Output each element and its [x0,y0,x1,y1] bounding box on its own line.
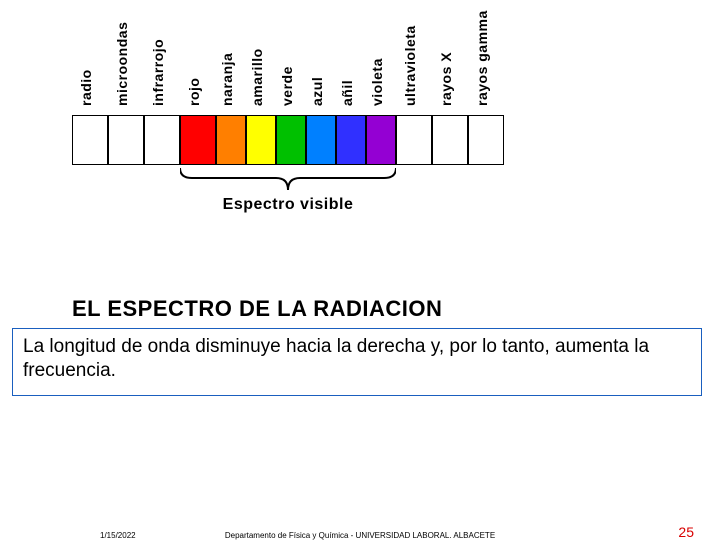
footer-department: Departamento de Física y Química - UNIVE… [225,531,495,540]
band-rojo [180,115,216,165]
explanation-box: La longitud de onda disminuye hacia la d… [12,328,702,396]
explanation-text: La longitud de onda disminuye hacia la d… [23,336,649,381]
band-label-rojo: rojo [186,78,202,106]
band-verde [276,115,306,165]
brace-caption-wrap: Espectro visible [180,196,396,214]
band-label-infrarrojo: infrarrojo [150,39,166,106]
band-label-ultravioleta: ultravioleta [402,25,418,106]
slide-footer: 1/15/2022 Departamento de Física y Quími… [0,520,720,540]
brace-icon [180,168,396,192]
band-label-verde: verde [279,66,295,106]
band-label-microondas: microondas [114,22,130,106]
band-añil [336,115,366,165]
band-violeta [366,115,396,165]
band-label-añil: añil [339,80,355,106]
band-label-radio: radio [78,69,94,106]
spectrum-diagram: radio microondas infrarrojo rojo naranja amar… [72,10,632,290]
band-naranja [216,115,246,165]
band-label-azul: azul [309,77,325,106]
page-title: EL ESPECTRO DE LA RADIACION [72,296,720,322]
band-radio [72,115,108,165]
brace-caption: Espectro visible [223,196,354,213]
band-rayos-gamma [468,115,504,165]
band-labels-row: radio microondas infrarrojo rojo naranja amar… [72,10,632,110]
band-infrarrojo [144,115,180,165]
band-label-rayos-gamma: rayos gamma [474,10,490,106]
footer-date: 1/15/2022 [100,531,136,540]
band-microondas [108,115,144,165]
band-label-rayos-X: rayos X [438,52,454,106]
band-label-violeta: violeta [369,58,385,106]
spectrum-bands-row [72,115,504,165]
band-ultravioleta [396,115,432,165]
band-azul [306,115,336,165]
footer-page-number: 25 [678,524,694,540]
band-label-naranja: naranja [219,53,235,106]
visible-brace [180,168,396,192]
band-amarillo [246,115,276,165]
band-label-amarillo: amarillo [249,48,265,106]
band-rayos-X [432,115,468,165]
